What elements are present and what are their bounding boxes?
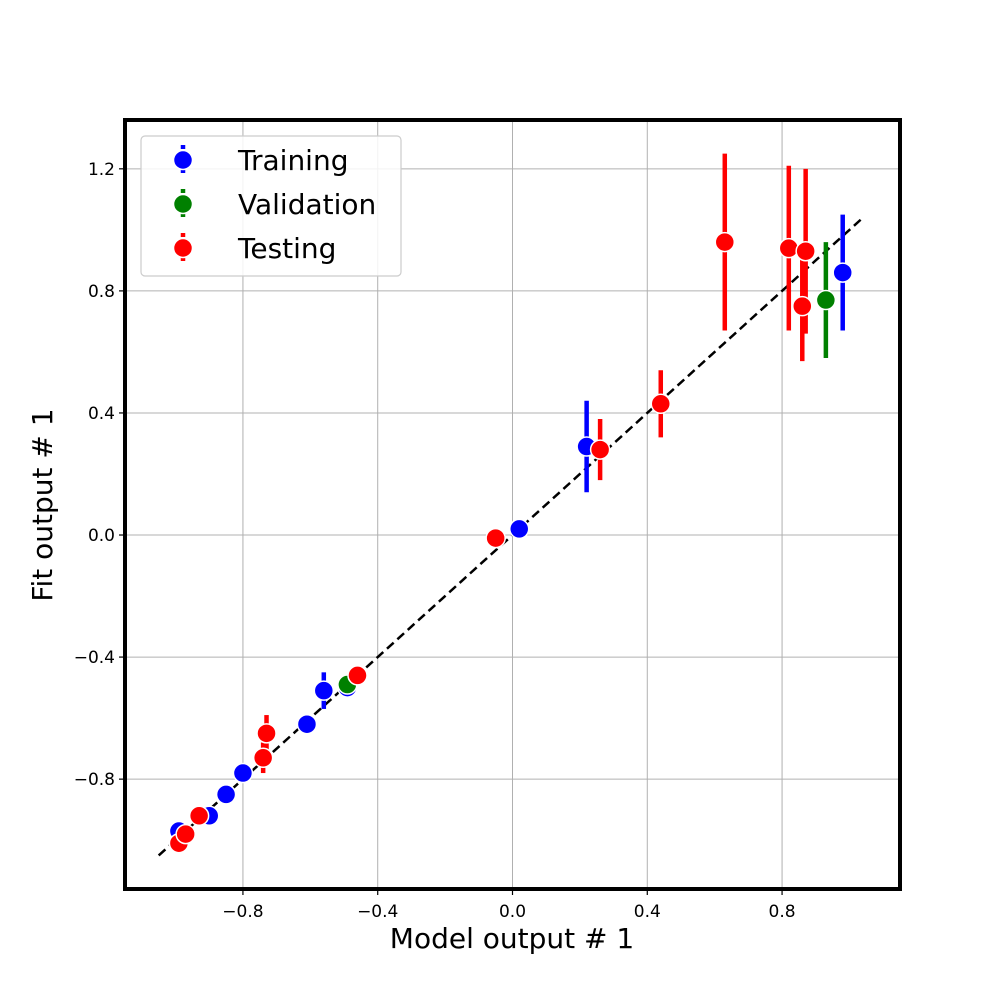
axis-ticks: −0.8 −0.4 0.0 0.4 0.8 −0.8 −0.4 0.0 0.4 0.8 1.2	[74, 160, 796, 922]
x-axis-label: Model output # 1	[390, 922, 634, 955]
y-tick-label: 0.4	[88, 404, 115, 424]
y-tick-label: 0.8	[88, 282, 115, 302]
identity-line	[157, 216, 864, 857]
validation-point	[815, 289, 837, 311]
y-tick-label: 1.2	[88, 160, 115, 180]
training-point	[296, 713, 318, 735]
training-point	[232, 762, 254, 784]
legend-testing-label: Testing	[237, 232, 336, 265]
legend-box	[140, 135, 402, 277]
testing-point	[252, 747, 274, 769]
testing-point	[347, 665, 368, 686]
training-point	[508, 518, 530, 540]
testing-point	[778, 237, 800, 259]
y-tick-label: 0.0	[88, 526, 115, 546]
y-axis-label: Fit output # 1	[26, 408, 59, 601]
y-tick-label: −0.4	[74, 648, 115, 668]
legend-testing-marker	[172, 237, 194, 259]
legend-validation-label: Validation	[238, 188, 376, 221]
testing-point	[188, 805, 210, 827]
x-tick-label: −0.8	[222, 902, 263, 922]
testing-point	[589, 439, 611, 460]
identity-line-group	[157, 216, 864, 857]
legend-training-marker	[172, 149, 194, 171]
y-tick-label: −0.8	[74, 770, 115, 790]
legend-training-label: Training	[237, 144, 348, 177]
testing-point	[256, 723, 277, 744]
x-tick-label: 0.4	[634, 902, 661, 922]
data-marks	[168, 153, 853, 854]
x-tick-label: −0.4	[357, 902, 398, 922]
testing-point	[714, 231, 736, 253]
testing-point	[485, 527, 506, 549]
legend-validation-marker	[172, 193, 194, 215]
legend: Training Validation Testing	[140, 135, 402, 277]
x-tick-label: 0.8	[769, 902, 796, 922]
x-tick-label: 0.0	[499, 902, 526, 922]
testing-point	[792, 295, 813, 317]
training-point	[313, 680, 335, 701]
grid-lines	[125, 120, 900, 889]
testing-point	[795, 240, 816, 262]
training-point	[215, 784, 237, 805]
testing-point	[650, 393, 672, 415]
testing-point	[175, 823, 196, 845]
training-point	[832, 262, 853, 283]
